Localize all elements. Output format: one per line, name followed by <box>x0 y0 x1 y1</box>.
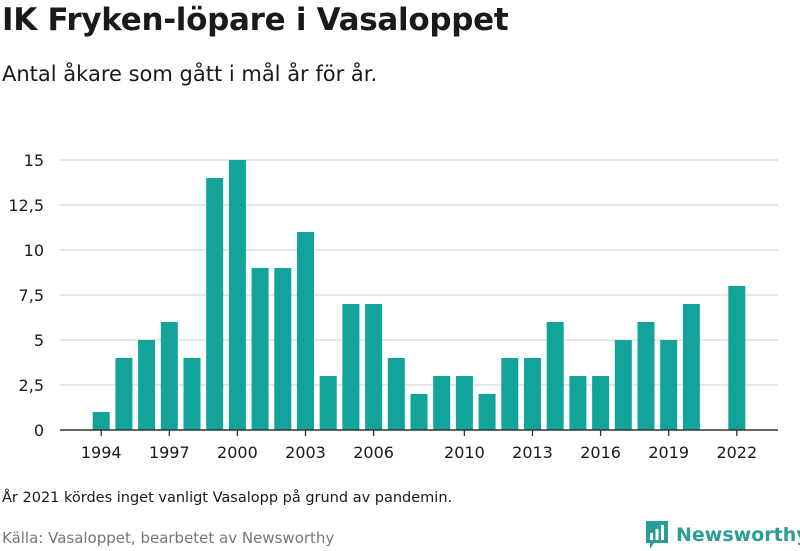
y-tick-label: 5 <box>34 331 44 350</box>
x-tick-label: 2013 <box>512 443 553 462</box>
y-tick-label: 12,5 <box>8 196 44 215</box>
bar-2015 <box>569 376 587 430</box>
x-tick-label: 2010 <box>444 443 485 462</box>
newsworthy-logo-icon <box>646 521 668 549</box>
bar-2006 <box>365 304 383 430</box>
y-axis: 0 2,5 5 7,5 10 12,5 15 <box>8 151 44 440</box>
chart-subtitle: Antal åkare som gått i mål år för år. <box>2 62 378 86</box>
x-tick-label: 2019 <box>648 443 689 462</box>
bar-2017 <box>614 340 632 430</box>
x-tick-label: 2000 <box>217 443 258 462</box>
y-tick-label: 7,5 <box>19 286 44 305</box>
y-tick-label: 10 <box>24 241 44 260</box>
bar-2000 <box>228 160 246 430</box>
y-tick-label: 15 <box>24 151 44 170</box>
x-tick-label: 1994 <box>81 443 122 462</box>
x-tick-label: 2003 <box>285 443 326 462</box>
bar-2004 <box>319 376 337 430</box>
bar-1999 <box>206 178 224 430</box>
x-tick-label: 2006 <box>353 443 394 462</box>
bar-chart: 0 2,5 5 7,5 10 12,5 15 1994 1997 2000 2003 2006 201… <box>8 151 778 462</box>
bar-1995 <box>115 358 133 430</box>
gridlines <box>60 159 778 386</box>
y-tick-label: 2,5 <box>19 376 44 395</box>
bar-2002 <box>274 268 292 430</box>
bar-2007 <box>387 358 405 430</box>
bar-1998 <box>183 358 201 430</box>
bar-2009 <box>433 376 451 430</box>
bar-2008 <box>410 394 428 430</box>
footnote: År 2021 kördes inget vanligt Vasalopp på… <box>2 490 453 506</box>
y-tick-label: 0 <box>34 421 44 440</box>
bar-2014 <box>546 322 564 430</box>
x-axis: 1994 1997 2000 2003 2006 2010 2013 2016 2019 2022 <box>81 430 757 462</box>
bar-2005 <box>342 304 360 430</box>
bars <box>92 160 746 430</box>
bar-2019 <box>660 340 678 430</box>
bar-1996 <box>138 340 156 430</box>
newsworthy-logo-text: Newsworthy <box>676 524 800 546</box>
bar-2012 <box>501 358 519 430</box>
bar-2010 <box>455 376 473 430</box>
bar-1994 <box>92 412 110 430</box>
bar-2001 <box>251 268 269 430</box>
bar-1997 <box>160 322 178 430</box>
bar-2013 <box>524 358 541 430</box>
x-tick-label: 2016 <box>580 443 621 462</box>
bar-2018 <box>637 322 655 430</box>
newsworthy-logo: Newsworthy <box>645 519 800 551</box>
bar-2022 <box>728 286 746 430</box>
chart-title: IK Fryken-löpare i Vasaloppet <box>2 2 509 38</box>
bar-2011 <box>478 394 496 430</box>
bar-2003 <box>297 232 314 430</box>
x-tick-label: 1997 <box>149 443 190 462</box>
source-credit: Källa: Vasaloppet, bearbetet av Newswort… <box>2 529 335 547</box>
bar-2016 <box>592 376 610 430</box>
bar-2020 <box>682 304 700 430</box>
x-tick-label: 2022 <box>716 443 757 462</box>
